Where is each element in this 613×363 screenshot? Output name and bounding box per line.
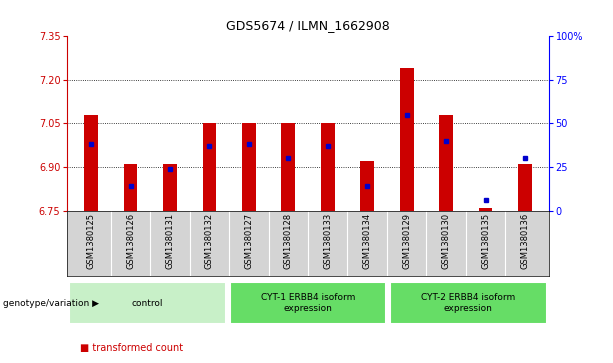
Title: GDS5674 / ILMN_1662908: GDS5674 / ILMN_1662908 bbox=[226, 19, 390, 32]
Bar bbox=[124, 164, 137, 211]
Bar bbox=[202, 123, 216, 211]
Text: GSM1380130: GSM1380130 bbox=[441, 212, 451, 269]
Text: ■ transformed count: ■ transformed count bbox=[80, 343, 183, 354]
Text: GSM1380129: GSM1380129 bbox=[402, 212, 411, 269]
Bar bbox=[69, 282, 226, 325]
Text: GSM1380127: GSM1380127 bbox=[245, 212, 253, 269]
Text: GSM1380125: GSM1380125 bbox=[86, 212, 96, 269]
Text: CYT-2 ERBB4 isoform
expression: CYT-2 ERBB4 isoform expression bbox=[421, 293, 516, 313]
Text: GSM1380136: GSM1380136 bbox=[520, 212, 530, 269]
Text: CYT-1 ERBB4 isoform
expression: CYT-1 ERBB4 isoform expression bbox=[261, 293, 355, 313]
Bar bbox=[281, 123, 295, 211]
Text: GSM1380126: GSM1380126 bbox=[126, 212, 135, 269]
Bar bbox=[84, 115, 98, 211]
Text: GSM1380135: GSM1380135 bbox=[481, 212, 490, 269]
Bar bbox=[400, 68, 414, 211]
Bar bbox=[242, 123, 256, 211]
Text: GSM1380133: GSM1380133 bbox=[323, 212, 332, 269]
Bar bbox=[321, 123, 335, 211]
Bar bbox=[163, 164, 177, 211]
Bar bbox=[390, 282, 547, 325]
Bar bbox=[439, 115, 453, 211]
Text: GSM1380128: GSM1380128 bbox=[284, 212, 293, 269]
Bar bbox=[518, 164, 532, 211]
Bar bbox=[479, 208, 492, 211]
Text: GSM1380131: GSM1380131 bbox=[166, 212, 175, 269]
Text: GSM1380132: GSM1380132 bbox=[205, 212, 214, 269]
Bar bbox=[230, 282, 386, 325]
Text: control: control bbox=[132, 299, 164, 307]
Bar bbox=[360, 161, 374, 211]
Text: genotype/variation ▶: genotype/variation ▶ bbox=[3, 299, 99, 307]
Text: GSM1380134: GSM1380134 bbox=[363, 212, 371, 269]
